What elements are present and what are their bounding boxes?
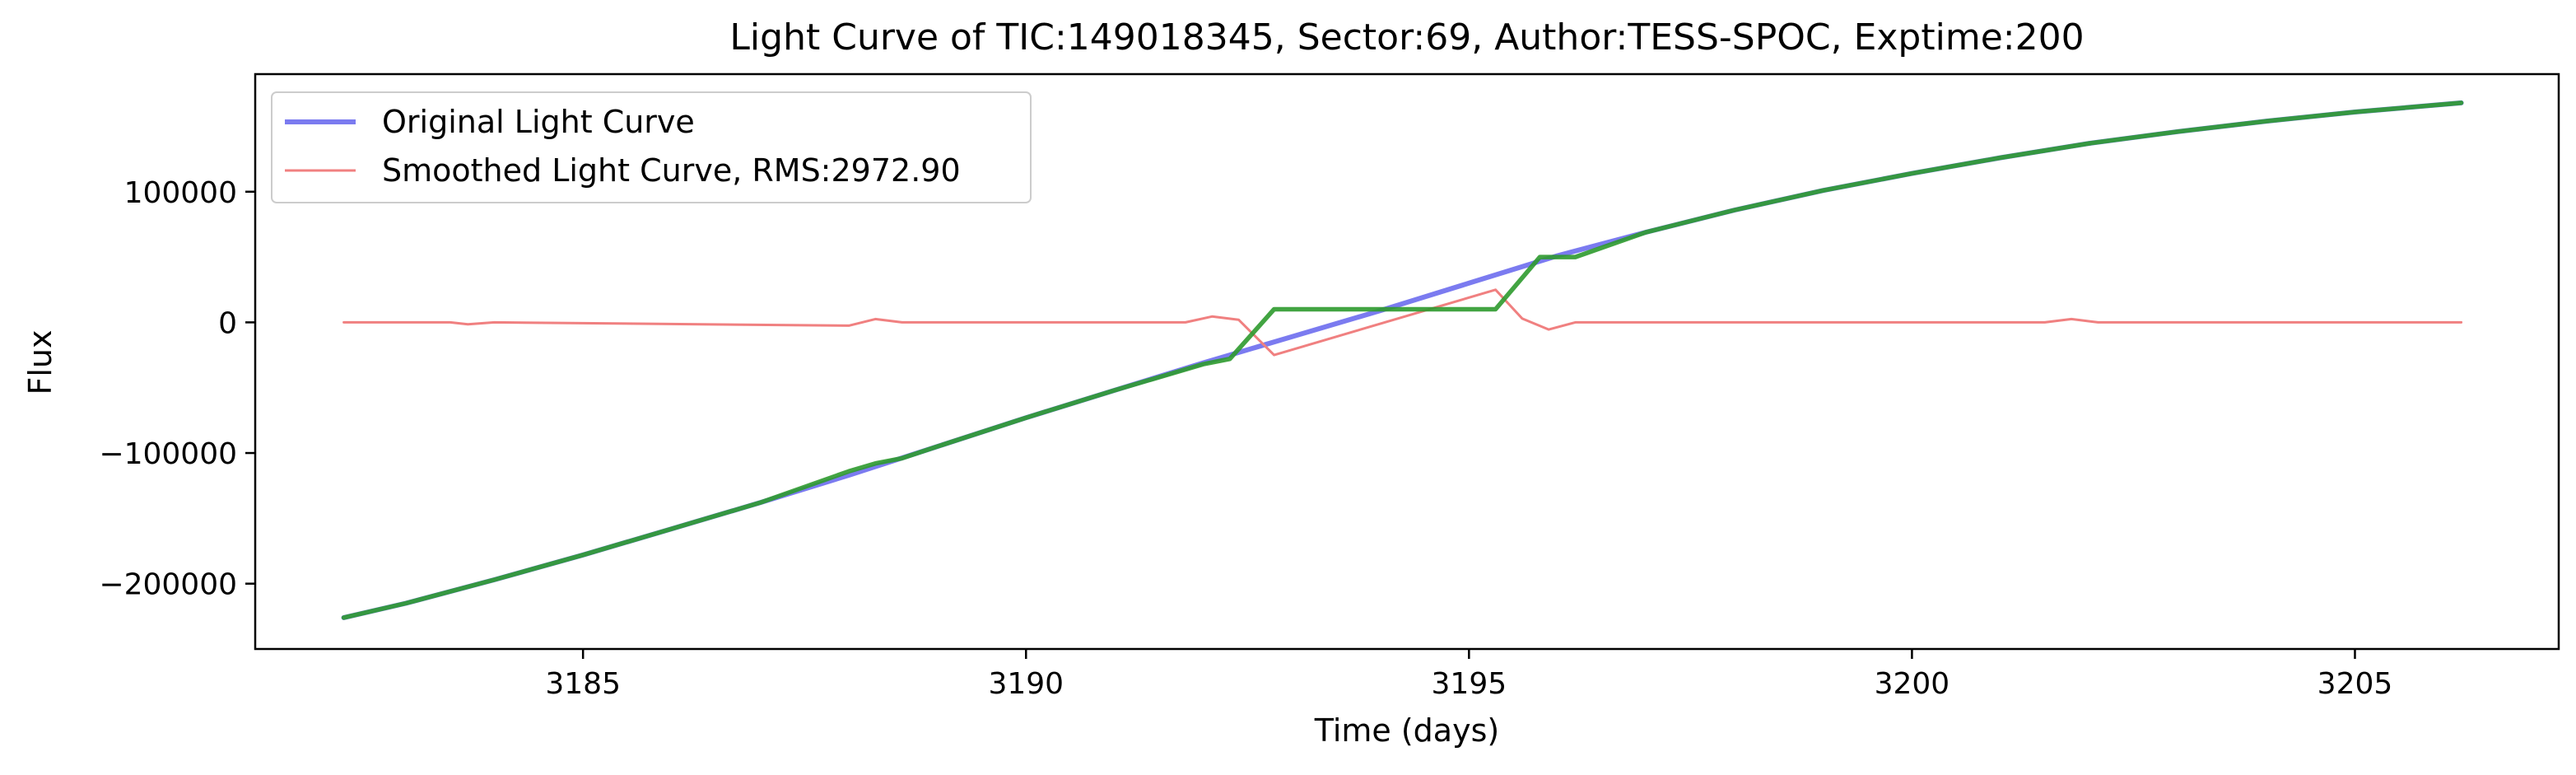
legend: Original Light Curve Smoothed Light Curv… (271, 91, 1032, 203)
y-tick-label: 100000 (124, 176, 237, 210)
y-axis-ticks: −200000 −100000 0 100000 (99, 176, 255, 602)
x-tick-label: 3195 (1432, 667, 1507, 701)
x-tick-label: 3185 (545, 667, 621, 701)
x-axis-label: Time (days) (1314, 712, 1499, 749)
y-tick-label: 0 (218, 306, 237, 340)
x-tick-label: 3205 (2317, 667, 2393, 701)
series-smoothed-light-curve (342, 288, 2463, 357)
y-tick-label: −100000 (99, 437, 237, 471)
series-layer (341, 100, 2464, 620)
y-tick-label: −200000 (99, 568, 237, 602)
series-green-curve (341, 100, 2464, 620)
x-axis-ticks: 3185 3190 3195 3200 3205 (545, 649, 2392, 701)
legend-label-smoothed: Smoothed Light Curve, RMS:2972.90 (382, 152, 961, 189)
legend-frame (271, 91, 1032, 203)
y-axis-label: Flux (22, 330, 58, 395)
chart-title: Light Curve of TIC:149018345, Sector:69,… (729, 16, 2084, 58)
x-tick-label: 3200 (1875, 667, 1950, 701)
legend-label-original: Original Light Curve (382, 104, 695, 140)
x-tick-label: 3190 (988, 667, 1064, 701)
